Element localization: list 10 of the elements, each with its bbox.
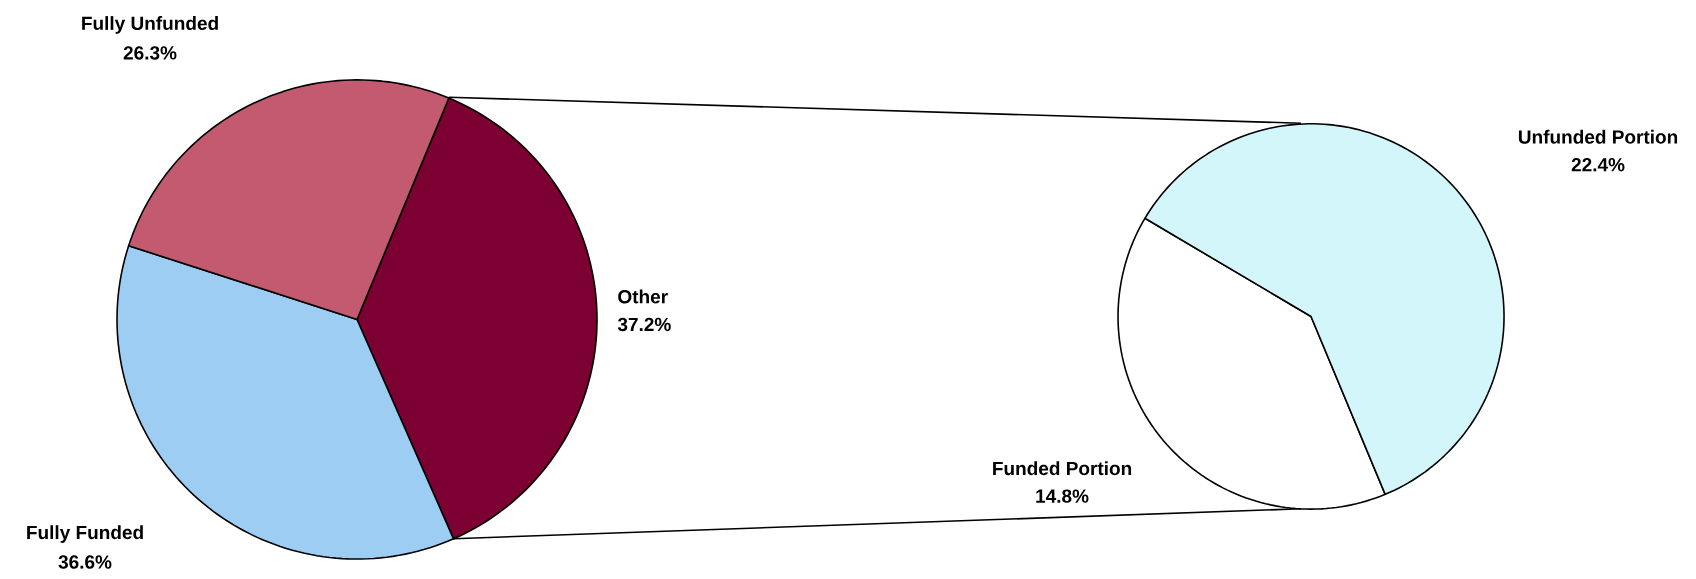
slice-label: Unfunded Portion — [1518, 129, 1678, 144]
data-label: 26.3% — [123, 46, 177, 60]
slice-label: Fully Unfunded — [82, 16, 218, 34]
slice-label: Funded Portion — [993, 461, 1132, 476]
data-label: 14.8% — [1036, 489, 1089, 503]
slice-label: Other — [618, 289, 668, 304]
data-label: 22.4% — [1571, 158, 1625, 172]
data-label: 37.2% — [617, 317, 671, 332]
slice-label: Fully Funded — [27, 525, 143, 543]
data-label: 36.6% — [58, 555, 112, 569]
